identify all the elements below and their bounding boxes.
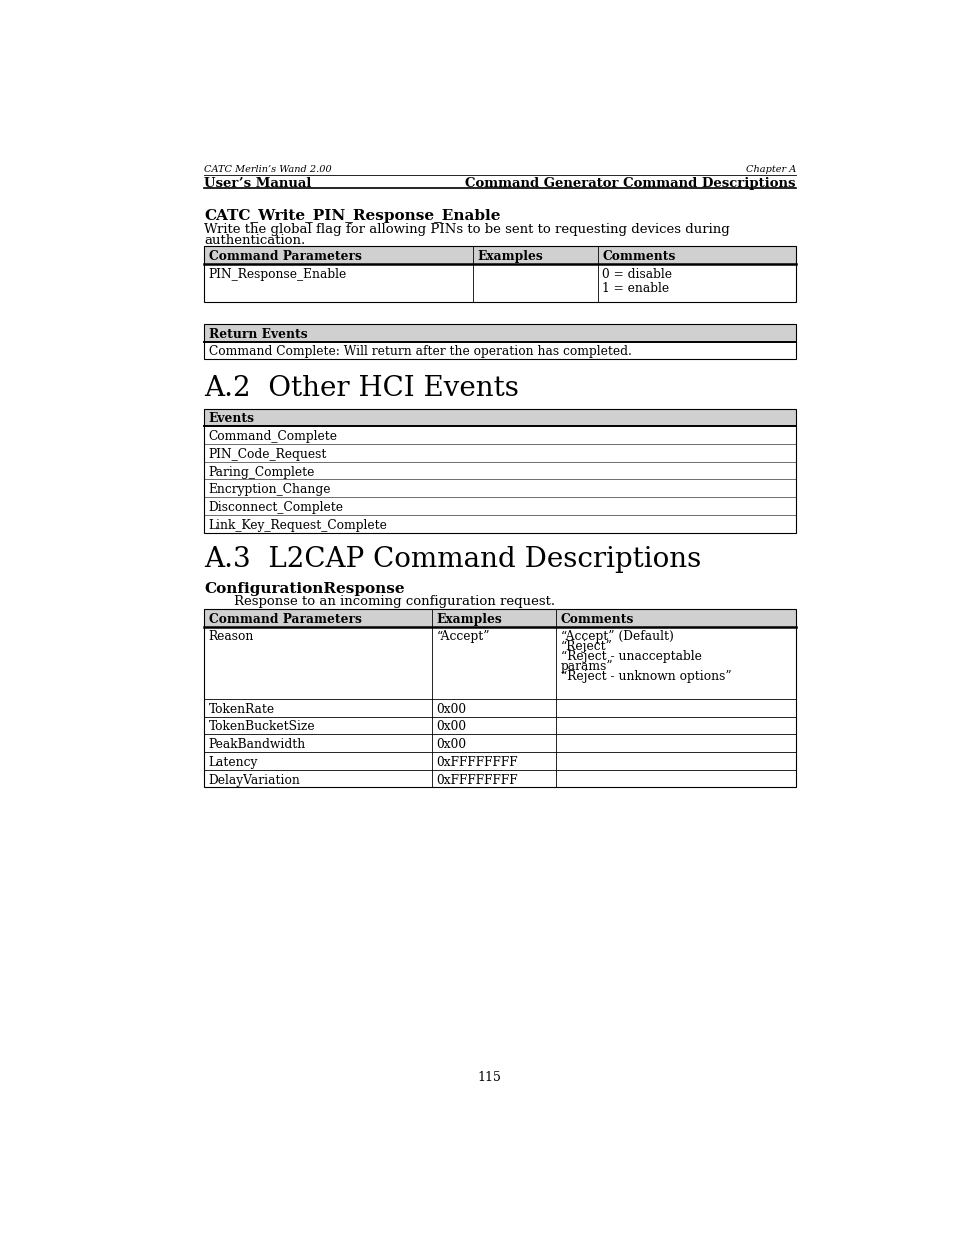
Text: DelayVariation: DelayVariation <box>209 773 300 787</box>
Text: TokenRate: TokenRate <box>209 703 274 716</box>
Text: “Reject - unacceptable: “Reject - unacceptable <box>560 651 700 663</box>
Text: 0xFFFFFFFF: 0xFFFFFFFF <box>436 773 517 787</box>
Bar <box>204 609 795 626</box>
Text: Events: Events <box>209 412 254 426</box>
Text: Encryption_Change: Encryption_Change <box>209 483 331 496</box>
Text: Command_Complete: Command_Complete <box>209 430 337 443</box>
Text: PIN_Response_Enable: PIN_Response_Enable <box>209 268 347 280</box>
Bar <box>204 609 795 788</box>
Text: Reason: Reason <box>209 630 253 643</box>
Text: Examples: Examples <box>477 249 543 263</box>
Text: Write the global flag for allowing PINs to be sent to requesting devices during: Write the global flag for allowing PINs … <box>204 224 729 236</box>
Bar <box>204 409 795 426</box>
Text: CATC_Write_PIN_Response_Enable: CATC_Write_PIN_Response_Enable <box>204 209 500 224</box>
Text: params”: params” <box>560 661 613 673</box>
Text: authentication.: authentication. <box>204 233 305 247</box>
Text: 1 = enable: 1 = enable <box>601 282 668 295</box>
Bar <box>204 246 795 303</box>
Text: “Reject”: “Reject” <box>560 641 612 653</box>
Text: 0xFFFFFFFF: 0xFFFFFFFF <box>436 756 517 769</box>
Text: 0 = disable: 0 = disable <box>601 268 671 280</box>
Text: A.2  Other HCI Events: A.2 Other HCI Events <box>204 374 518 401</box>
Text: Disconnect_Complete: Disconnect_Complete <box>209 501 343 514</box>
Bar <box>204 324 795 359</box>
Text: Command Parameters: Command Parameters <box>209 613 361 626</box>
Text: 115: 115 <box>476 1071 500 1084</box>
Text: PIN_Code_Request: PIN_Code_Request <box>209 448 327 461</box>
Text: Response to an incoming configuration request.: Response to an incoming configuration re… <box>234 595 555 608</box>
Text: TokenBucketSize: TokenBucketSize <box>209 720 315 734</box>
Text: Paring_Complete: Paring_Complete <box>209 466 314 479</box>
Text: ConfigurationResponse: ConfigurationResponse <box>204 582 404 595</box>
Text: Command Generator Command Descriptions: Command Generator Command Descriptions <box>465 177 795 190</box>
Text: PeakBandwidth: PeakBandwidth <box>209 739 306 751</box>
Text: 0x00: 0x00 <box>436 739 466 751</box>
Text: “Accept”: “Accept” <box>436 630 490 643</box>
Text: Link_Key_Request_Complete: Link_Key_Request_Complete <box>209 519 387 532</box>
Text: “Accept” (Default): “Accept” (Default) <box>560 630 673 643</box>
Bar <box>204 246 795 264</box>
Text: Comments: Comments <box>601 249 675 263</box>
Text: Examples: Examples <box>436 613 501 626</box>
Text: A.3  L2CAP Command Descriptions: A.3 L2CAP Command Descriptions <box>204 546 700 573</box>
Text: Comments: Comments <box>560 613 634 626</box>
Text: Command Parameters: Command Parameters <box>209 249 361 263</box>
Text: 0x00: 0x00 <box>436 720 466 734</box>
Text: Return Events: Return Events <box>209 327 307 341</box>
Text: “Reject - unknown options”: “Reject - unknown options” <box>560 671 731 683</box>
Text: Chapter A: Chapter A <box>744 165 795 174</box>
Text: 0x00: 0x00 <box>436 703 466 716</box>
Text: Latency: Latency <box>209 756 258 769</box>
Bar <box>204 409 795 532</box>
Text: CATC Merlin’s Wand 2.00: CATC Merlin’s Wand 2.00 <box>204 165 332 174</box>
Text: User’s Manual: User’s Manual <box>204 177 312 190</box>
Text: Command Complete: Will return after the operation has completed.: Command Complete: Will return after the … <box>209 346 631 358</box>
Bar <box>204 324 795 342</box>
